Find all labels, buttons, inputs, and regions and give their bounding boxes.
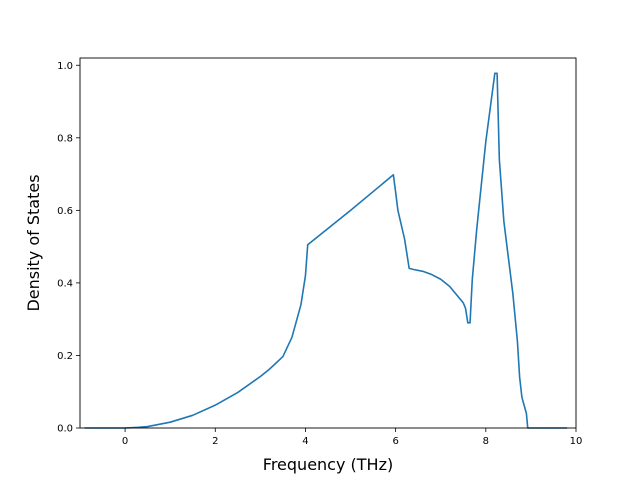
y-tick-label: 0.6 <box>57 206 73 217</box>
plot-area <box>84 72 567 429</box>
axes-frame <box>79 57 577 429</box>
x-tick-label: 0 <box>122 436 128 447</box>
x-tick-label: 2 <box>212 436 218 447</box>
x-tick-label: 10 <box>570 436 583 447</box>
y-tick-label: 0.2 <box>57 351 73 362</box>
y-tick-label: 1.0 <box>57 61 73 72</box>
x-axis-label: Frequency (THz) <box>263 455 393 474</box>
dos-series-line <box>84 72 567 429</box>
x-axis-ticks: 0 2 4 6 8 10 <box>122 428 582 447</box>
x-tick-label: 6 <box>392 436 398 447</box>
y-axis-label: Density of States <box>24 174 43 311</box>
y-tick-label: 0.8 <box>57 133 73 144</box>
y-tick-label: 0.4 <box>57 278 73 289</box>
x-tick-label: 4 <box>302 436 308 447</box>
x-tick-label: 8 <box>483 436 489 447</box>
y-tick-label: 0.0 <box>57 424 73 435</box>
y-axis-ticks: 0.0 0.2 0.4 0.6 0.8 1.0 <box>57 61 80 435</box>
